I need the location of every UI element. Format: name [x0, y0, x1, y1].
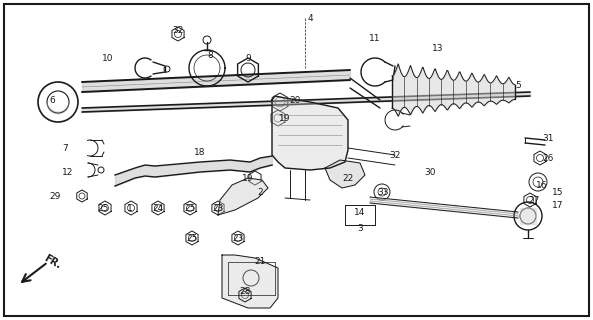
Text: 1: 1: [127, 204, 133, 212]
Text: 33: 33: [377, 188, 389, 196]
Text: 21: 21: [254, 258, 266, 267]
Text: 16: 16: [536, 180, 548, 189]
Text: 12: 12: [62, 167, 74, 177]
Text: 25: 25: [184, 204, 196, 212]
Text: 19: 19: [279, 114, 291, 123]
Text: 4: 4: [307, 13, 313, 22]
Text: 20: 20: [289, 95, 301, 105]
Text: 24: 24: [152, 204, 164, 212]
Text: 11: 11: [369, 34, 381, 43]
Polygon shape: [218, 178, 268, 215]
Polygon shape: [325, 160, 365, 188]
Text: 23: 23: [232, 234, 244, 243]
Text: 30: 30: [424, 167, 436, 177]
Text: 5: 5: [515, 81, 521, 90]
Text: 17: 17: [552, 201, 564, 210]
Text: 32: 32: [390, 150, 401, 159]
Text: 13: 13: [432, 44, 444, 52]
Text: 3: 3: [357, 223, 363, 233]
Text: 6: 6: [49, 95, 55, 105]
Text: 15: 15: [552, 188, 564, 196]
Text: 19: 19: [243, 173, 254, 182]
Text: 27: 27: [528, 196, 540, 204]
Text: 23: 23: [212, 204, 224, 212]
Polygon shape: [272, 96, 348, 170]
Text: 2: 2: [257, 188, 263, 196]
Text: 25: 25: [186, 234, 197, 243]
Polygon shape: [222, 255, 278, 308]
Text: 25: 25: [97, 204, 109, 212]
Text: 7: 7: [62, 143, 68, 153]
Text: 14: 14: [354, 207, 366, 217]
Text: 29: 29: [49, 191, 60, 201]
Text: 28: 28: [240, 287, 251, 297]
Text: 10: 10: [102, 53, 114, 62]
Text: 9: 9: [245, 53, 251, 62]
Text: 22: 22: [342, 173, 353, 182]
Text: FR.: FR.: [42, 253, 63, 271]
Text: 8: 8: [207, 51, 213, 60]
Text: 18: 18: [195, 148, 206, 156]
Text: 32: 32: [173, 26, 184, 35]
Text: 26: 26: [543, 154, 554, 163]
Text: 31: 31: [542, 133, 554, 142]
